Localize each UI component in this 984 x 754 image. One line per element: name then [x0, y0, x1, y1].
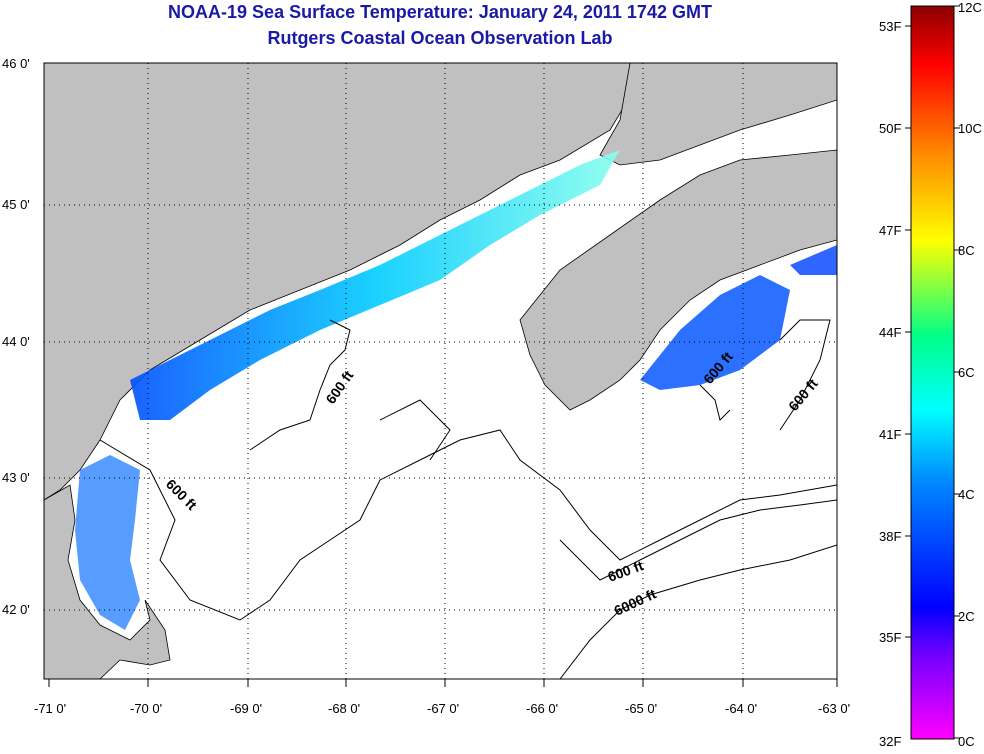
lon-label: -69 0': [230, 701, 262, 716]
colorbar-c-label: 6C: [958, 365, 975, 380]
lon-label: -67 0': [427, 701, 459, 716]
colorbar-f-label: 50F: [879, 121, 901, 136]
map-subtitle: Rutgers Coastal Ocean Observation Lab: [267, 28, 613, 48]
colorbar-c-label: 2C: [958, 609, 975, 624]
colorbar-c-label: 10C: [958, 121, 982, 136]
lon-label: -68 0': [328, 701, 360, 716]
colorbar-c-label: 12C: [958, 0, 982, 15]
sst-nova-scotia-east: [790, 245, 837, 275]
colorbar-c-label: 0C: [958, 734, 975, 749]
map-frame: [43, 62, 838, 680]
lon-label: -66 0': [526, 701, 558, 716]
lon-label: -70 0': [130, 701, 162, 716]
lat-label: 46 0': [2, 56, 30, 71]
sst-cape-cod-bay: [75, 455, 140, 630]
lon-label: -65 0': [625, 701, 657, 716]
colorbar-f-label: 32F: [879, 734, 901, 749]
sst-coastal-band: [130, 150, 620, 420]
colorbar-f-label: 47F: [879, 223, 901, 238]
lon-label: -71 0': [34, 701, 66, 716]
lat-label: 45 0': [2, 197, 30, 212]
sst-scotian-shelf: [640, 275, 790, 390]
colorbar-c-label: 8C: [958, 243, 975, 258]
colorbar-f-label: 44F: [879, 325, 901, 340]
lat-label: 42 0': [2, 602, 30, 617]
map-title: NOAA-19 Sea Surface Temperature: January…: [168, 2, 712, 22]
lat-label: 44 0': [2, 334, 30, 349]
colorbar-c-label: 4C: [958, 487, 975, 502]
lon-label: -63 0': [818, 701, 850, 716]
land-nova-scotia: [519, 149, 837, 411]
colorbar-f-label: 53F: [879, 19, 901, 34]
lon-label: -64 0': [725, 701, 757, 716]
grid-lines: [44, 63, 837, 679]
lat-label: 43 0': [2, 470, 30, 485]
colorbar: [910, 5, 955, 740]
colorbar-f-label: 38F: [879, 529, 901, 544]
land-maine: [44, 63, 641, 501]
land-new-brunswick: [599, 63, 837, 166]
axis-ticks: [48, 679, 838, 687]
colorbar-f-label: 35F: [879, 630, 901, 645]
colorbar-f-label: 41F: [879, 427, 901, 442]
bathymetry-contours: [99, 319, 837, 679]
colorbar-ticks: [905, 5, 960, 739]
land-massachusetts: [44, 484, 171, 679]
